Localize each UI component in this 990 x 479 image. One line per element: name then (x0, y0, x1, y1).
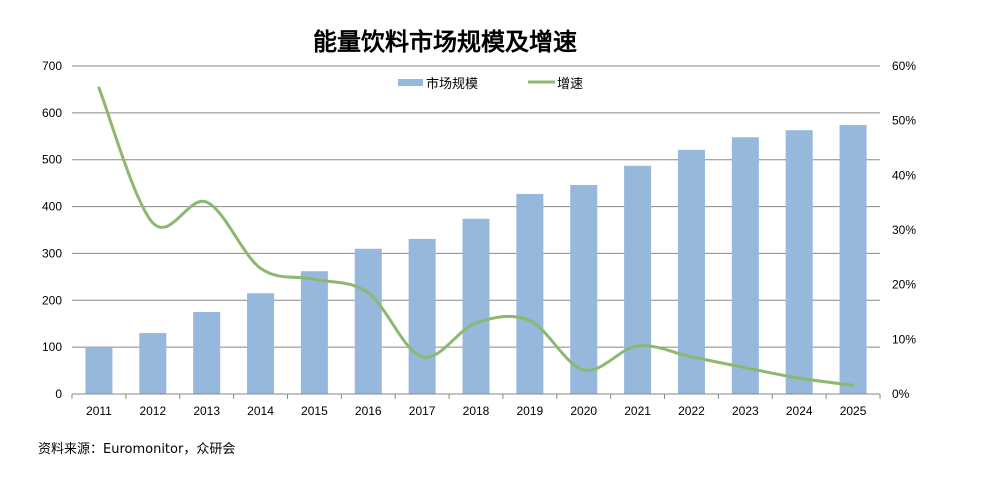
x-tick-label: 2013 (193, 404, 220, 418)
x-tick-label: 2023 (732, 404, 759, 418)
x-tick-label: 2012 (139, 404, 166, 418)
y-right-tick-label: 60% (892, 59, 916, 73)
x-tick-label: 2011 (86, 404, 112, 418)
bar (624, 165, 652, 394)
x-tick-label: 2020 (570, 404, 597, 418)
bar (193, 312, 221, 394)
y-left-tick-label: 700 (42, 59, 62, 73)
y-left-tick-label: 200 (42, 293, 62, 307)
bar (570, 185, 598, 394)
x-tick-label: 2016 (355, 404, 382, 418)
y-left-tick-label: 400 (42, 200, 62, 214)
bar (85, 347, 113, 394)
y-right-tick-label: 10% (892, 332, 916, 346)
bar (462, 218, 490, 394)
y-right-tick-label: 50% (892, 114, 916, 128)
y-right-tick-label: 0% (892, 387, 910, 401)
bar (354, 248, 382, 394)
bar (408, 238, 436, 394)
y-left-tick-label: 600 (42, 106, 62, 120)
x-tick-label: 2014 (247, 404, 274, 418)
y-left-tick-label: 300 (42, 246, 62, 260)
x-tick-label: 2018 (463, 404, 490, 418)
x-tick-label: 2022 (678, 404, 705, 418)
y-left-tick-label: 0 (55, 387, 62, 401)
x-tick-label: 2017 (409, 404, 436, 418)
x-tick-label: 2025 (840, 404, 867, 418)
bar (139, 333, 167, 394)
bar (731, 137, 759, 395)
y-left-tick-label: 100 (42, 340, 62, 354)
bar (247, 293, 275, 394)
y-right-tick-label: 30% (892, 223, 916, 237)
bar (300, 271, 328, 394)
y-left-tick-label: 500 (42, 153, 62, 167)
bar (516, 193, 544, 394)
x-tick-label: 2024 (786, 404, 813, 418)
legend-label-bar: 市场规模 (426, 76, 478, 92)
source-note: 资料来源：Euromonitor，众研会 (38, 442, 236, 457)
bar (839, 125, 867, 394)
x-tick-label: 2019 (517, 404, 544, 418)
y-right-tick-label: 40% (892, 168, 916, 182)
y-right-tick-label: 20% (892, 278, 916, 292)
legend-label-line: 增速 (557, 77, 583, 92)
x-tick-label: 2021 (624, 404, 651, 418)
growth-line (97, 86, 855, 387)
legend-swatch-bar (398, 79, 423, 86)
chart-title: 能量饮料市场规模及增速 (313, 28, 577, 56)
bar (785, 130, 813, 395)
x-tick-label: 2015 (301, 404, 328, 418)
